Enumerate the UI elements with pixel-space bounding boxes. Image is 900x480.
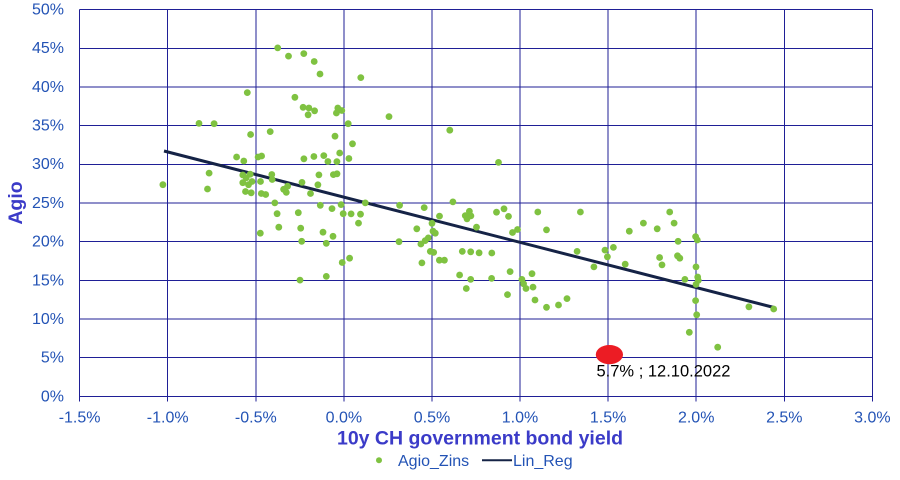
svg-text:45%: 45% [32, 40, 64, 57]
svg-text:50%: 50% [32, 2, 64, 19]
svg-text:35%: 35% [32, 118, 64, 135]
svg-text:2.5%: 2.5% [766, 410, 802, 427]
svg-text:10y CH government bond yield: 10y CH government bond yield [337, 428, 623, 450]
svg-text:-1.0%: -1.0% [147, 410, 189, 427]
svg-text:40%: 40% [32, 79, 64, 96]
svg-text:-1.5%: -1.5% [59, 410, 101, 427]
svg-text:Agio_Zins: Agio_Zins [398, 453, 469, 470]
svg-text:Lin_Reg: Lin_Reg [513, 453, 573, 470]
svg-text:25%: 25% [32, 195, 64, 212]
svg-text:2.0%: 2.0% [678, 410, 714, 427]
svg-text:0.0%: 0.0% [326, 410, 362, 427]
svg-text:Agio: Agio [5, 181, 27, 224]
svg-text:0.5%: 0.5% [414, 410, 450, 427]
svg-text:15%: 15% [32, 272, 64, 289]
svg-text:20%: 20% [32, 234, 64, 251]
svg-text:30%: 30% [32, 156, 64, 173]
svg-text:5%: 5% [41, 350, 64, 367]
svg-text:10%: 10% [32, 311, 64, 328]
svg-text:0%: 0% [41, 388, 64, 405]
svg-text:1.5%: 1.5% [590, 410, 626, 427]
svg-text:-0.5%: -0.5% [235, 410, 277, 427]
svg-text:5.7% ; 12.10.2022: 5.7% ; 12.10.2022 [597, 363, 731, 381]
svg-text:1.0%: 1.0% [502, 410, 538, 427]
svg-text:3.0%: 3.0% [854, 410, 890, 427]
